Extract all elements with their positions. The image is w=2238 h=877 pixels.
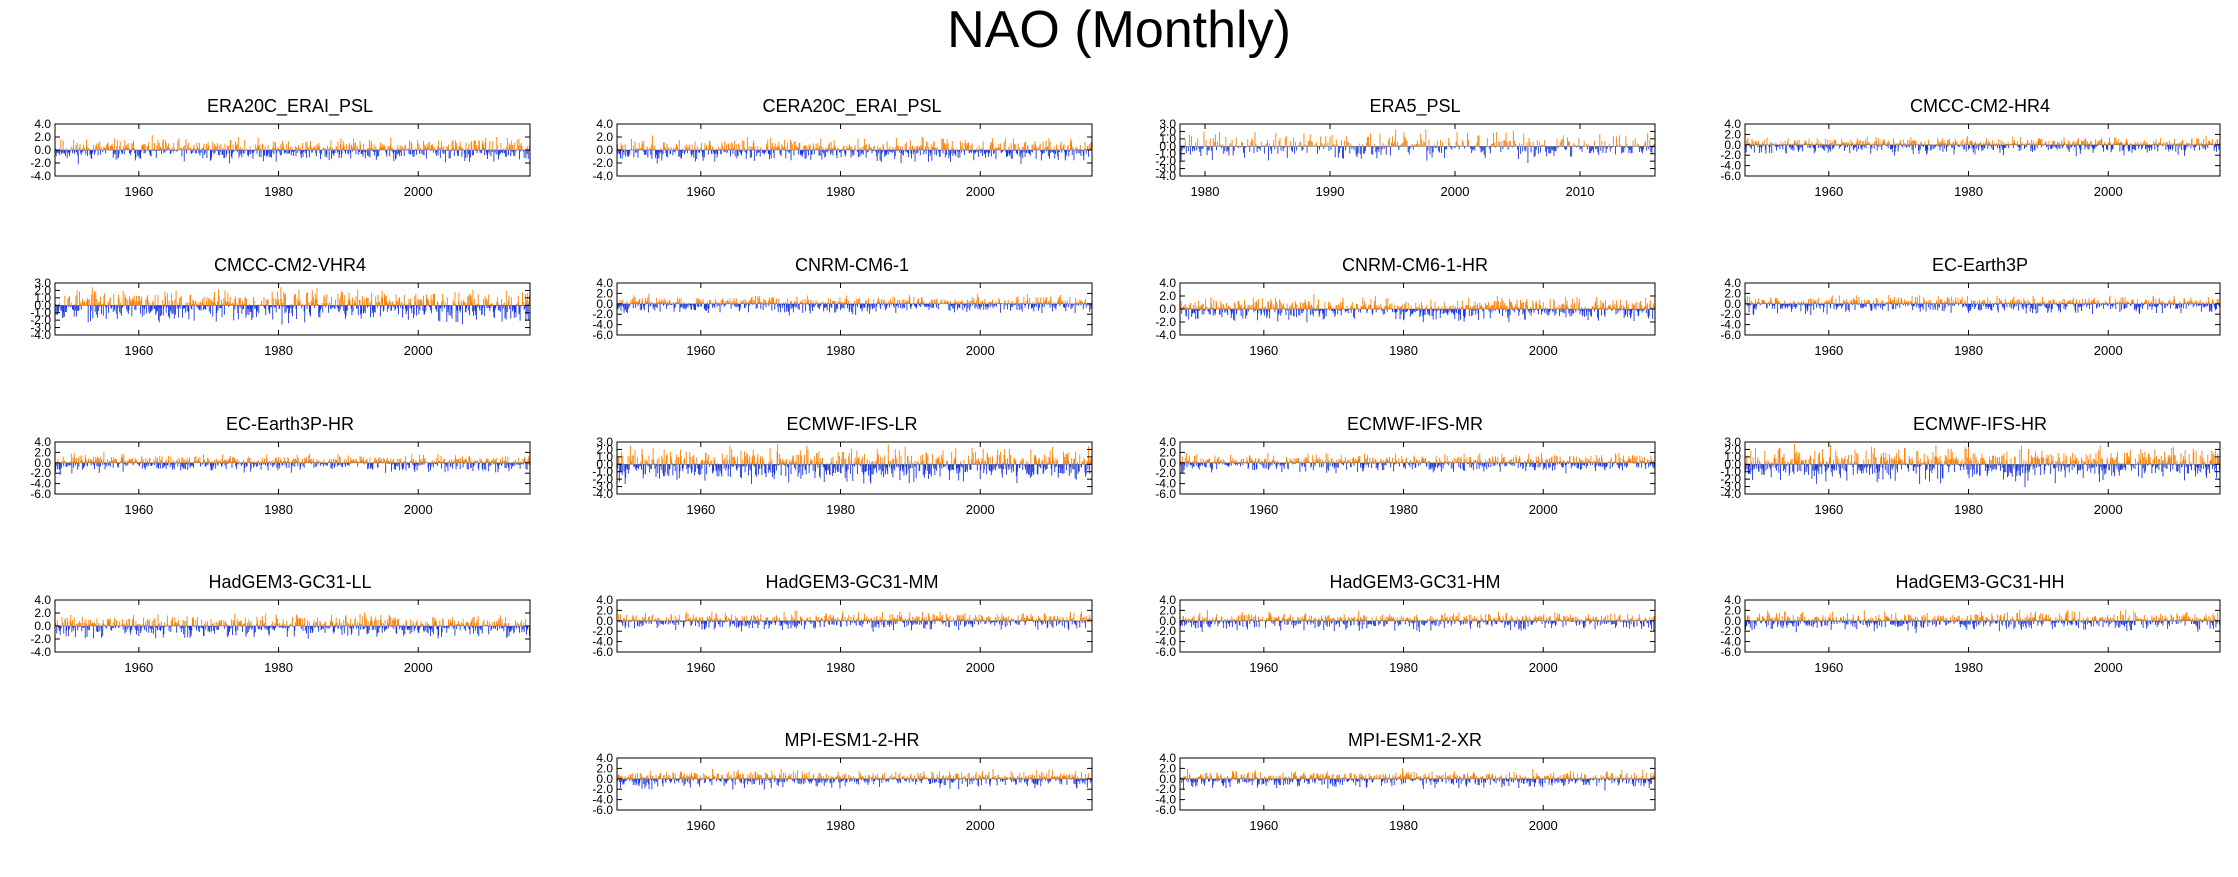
x-tick-label: 1980: [1191, 184, 1220, 199]
y-tick-label: -4.0: [592, 169, 613, 183]
nao-plot: 3.02.01.00.0-1.0-2.0-3.0-4.0 1980 1990 2000…: [1155, 117, 1656, 199]
plot-frame: [1744, 123, 2221, 177]
nao-plot: 4.02.00.0-2.0-4.0 1960 1980 2000: [30, 117, 531, 199]
nao-panel: CMCC-CM2-VHR4 3.0 2.0 1.0 0.0 -1.0 -2.0 -3.0 -4.…: [0, 255, 531, 375]
plot-frame: [1179, 123, 1656, 177]
y-tick-label: 4.0: [596, 276, 613, 290]
y-tick-label: 2.0: [34, 283, 51, 297]
y-tick-label: -2.0: [30, 313, 51, 327]
y-tick-label: -4.0: [592, 318, 613, 332]
panel-title: CNRM-CM6-1-HR: [1342, 255, 1488, 275]
nao-panel: ERA20C_ERAI_PSL 4.0 2.0 0.0 -2.0 -4.0 1960 1980…: [0, 96, 531, 216]
bar-series: [1179, 294, 1655, 323]
y-tick-label: -2.0: [1720, 148, 1741, 162]
x-tick-label: 2000: [966, 343, 995, 358]
panel-title: CMCC-CM2-HR4: [1910, 96, 2050, 116]
x-tick-label: 2000: [1441, 184, 1470, 199]
y-tick-label: 0.0: [34, 298, 51, 312]
nao-plot: 4.02.00.0-2.0-4.0-6.0 1960 1980 2000: [592, 276, 1093, 358]
y-tick-label: -6.0: [592, 328, 613, 342]
y-tick-label: -4.0: [30, 328, 51, 342]
y-tick-label: 3.0: [34, 276, 51, 290]
x-tick-label: 1980: [264, 343, 293, 358]
y-tick-label: 1.0: [1159, 132, 1176, 146]
x-tick-label: 1960: [686, 184, 715, 199]
y-tick-label: 2.0: [596, 286, 613, 300]
x-tick-label: 2000: [404, 343, 433, 358]
nao-panel: CMCC-CM2-HR4 4.0 2.0 0.0 -2.0 -4.0 -6.0 1960 198…: [1690, 96, 2221, 216]
y-tick-label: -2.0: [1155, 154, 1176, 168]
y-tick-label: -1.0: [1155, 147, 1176, 161]
panel-title: CERA20C_ERAI_PSL: [762, 96, 942, 116]
panel-title: CMCC-CM2-VHR4: [214, 255, 366, 275]
panel-title: ERA20C_ERAI_PSL: [206, 96, 374, 116]
y-tick-label: 2.0: [596, 130, 613, 144]
y-tick-label: 0.0: [596, 143, 613, 157]
x-tick-label: 1990: [1316, 184, 1345, 199]
nao-plot: 3.02.01.00.0-1.0-2.0-3.0-4.0 1960 1980 2000: [30, 276, 531, 358]
nao-plot: 4.02.00.0-2.0-4.0 1960 1980 2000: [592, 117, 1093, 199]
y-tick-label: 0.0: [596, 297, 613, 311]
plot-frame: [54, 282, 531, 336]
nao-panel: CNRM-CM6-1-HR 4.0 2.0 0.0 -2.0 -4.0 1960 1980 20…: [1125, 255, 1656, 375]
x-tick-label: 1960: [686, 343, 715, 358]
x-tick-label: 2000: [2094, 184, 2123, 199]
y-tick-label: 0.0: [34, 143, 51, 157]
x-tick-label: 2010: [1566, 184, 1595, 199]
y-tick-label: 2.0: [1724, 127, 1741, 141]
nao-panel: CNRM-CM6-1 4.0 2.0 0.0 -2.0 -4.0 -6.0 1960 1980 2…: [562, 255, 1093, 375]
y-tick-label: 1.0: [34, 291, 51, 305]
x-tick-label: 1980: [826, 343, 855, 358]
x-tick-label: 1960: [124, 184, 153, 199]
y-tick-label: -2.0: [592, 307, 613, 321]
bar-series: [1744, 135, 2220, 157]
y-tick-label: -4.0: [1720, 159, 1741, 173]
y-tick-label: -4.0: [1155, 169, 1176, 183]
bar-series: [616, 293, 1092, 316]
y-tick-label: -1.0: [30, 306, 51, 320]
bar-series: [54, 287, 530, 325]
y-tick-label: -2.0: [30, 156, 51, 170]
panel-title: CNRM-CM6-1: [795, 255, 909, 275]
y-tick-label: 2.0: [34, 130, 51, 144]
nao-plot: 4.02.00.0-2.0-4.0-6.0 1960 1980 2000: [1720, 117, 2221, 199]
y-tick-label: 4.0: [34, 117, 51, 131]
bar-series: [616, 135, 1092, 164]
y-tick-label: 0.0: [1159, 139, 1176, 153]
figure-title: NAO (Monthly): [947, 1, 1291, 59]
x-tick-label: 1980: [264, 184, 293, 199]
x-tick-label: 1960: [124, 343, 153, 358]
bar-series: [54, 135, 530, 165]
x-tick-label: 1960: [1814, 184, 1843, 199]
nao-panel: ERA5_PSL 3.0 2.0 1.0 0.0 -1.0 -2.0 -3.0 -4.0 1980…: [1125, 96, 1656, 216]
x-tick-label: 2000: [966, 184, 995, 199]
y-tick-label: 0.0: [1724, 138, 1741, 152]
y-tick-label: 2.0: [1159, 124, 1176, 138]
y-tick-label: -3.0: [30, 321, 51, 335]
y-tick-label: 4.0: [1724, 117, 1741, 131]
y-tick-label: -2.0: [592, 156, 613, 170]
y-tick-label: -4.0: [30, 169, 51, 183]
panel-title: ERA5_PSL: [1369, 96, 1461, 116]
y-tick-label: 3.0: [1159, 117, 1176, 131]
y-tick-label: -3.0: [1155, 162, 1176, 176]
nao-panel: CERA20C_ERAI_PSL 4.0 2.0 0.0 -2.0 -4.0 1960 198…: [562, 96, 1093, 216]
y-tick-label: -6.0: [1720, 169, 1741, 183]
x-tick-label: 2000: [404, 184, 433, 199]
x-tick-label: 1980: [1954, 184, 1983, 199]
y-tick-label: 4.0: [596, 117, 613, 131]
x-tick-label: 1980: [826, 184, 855, 199]
plot-frame: [616, 282, 1093, 336]
